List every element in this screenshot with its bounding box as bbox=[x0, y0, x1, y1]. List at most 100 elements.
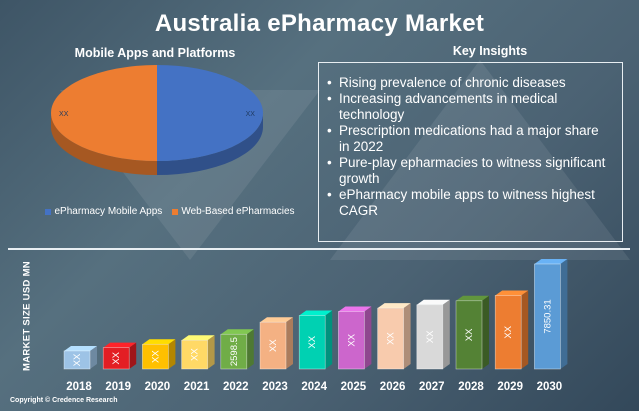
bar-data-label: XX bbox=[190, 348, 201, 361]
bar-side bbox=[560, 259, 568, 369]
bar-top bbox=[142, 339, 176, 345]
bar-front bbox=[455, 300, 483, 370]
bar-2025: XX bbox=[338, 306, 372, 370]
pie-slice bbox=[51, 65, 157, 161]
x-tick-label: 2029 bbox=[497, 381, 523, 393]
x-tick-label: 2023 bbox=[262, 381, 288, 393]
pie-slice-side bbox=[157, 113, 263, 175]
legend-item-web-based: Web-Based ePharmacies bbox=[172, 206, 295, 217]
x-tick-label: 2024 bbox=[301, 381, 327, 393]
bar-data-label: XX bbox=[72, 353, 83, 366]
bar-front bbox=[220, 333, 248, 370]
bar-front bbox=[142, 343, 169, 370]
bar-side bbox=[90, 345, 97, 369]
x-tick-label: 2019 bbox=[105, 381, 131, 393]
pie-data-label: XX bbox=[59, 111, 69, 118]
bar-front bbox=[102, 347, 130, 370]
x-tick-label: 2021 bbox=[184, 381, 210, 393]
bar-top bbox=[495, 290, 529, 296]
bar-data-label: XX bbox=[111, 351, 122, 364]
bar-data-label: XX bbox=[464, 328, 475, 341]
bar-2028: XX bbox=[455, 295, 489, 370]
bar-top bbox=[299, 310, 333, 316]
bar-front bbox=[534, 263, 561, 370]
bar-2024: XX bbox=[298, 310, 333, 370]
bar-side bbox=[482, 295, 489, 369]
x-tick-label: 2027 bbox=[419, 381, 445, 393]
pie-data-label: XX bbox=[246, 111, 256, 118]
bar-top bbox=[64, 345, 97, 351]
x-tick-label: 2022 bbox=[223, 381, 249, 393]
bar-2030: 7850.31 bbox=[534, 259, 568, 370]
pie-legend: ePharmacy Mobile Apps Web-Based ePharmac… bbox=[30, 206, 310, 217]
page-title: Australia ePharmacy Market bbox=[154, 10, 485, 37]
insight-item: Rising prevalence of chronic diseases bbox=[327, 75, 612, 91]
bar-side bbox=[325, 310, 333, 369]
bar-front bbox=[416, 304, 444, 370]
bar-2020: XX bbox=[142, 339, 176, 370]
bar-front bbox=[181, 339, 208, 370]
bar-data-label: XX bbox=[503, 325, 514, 338]
bar-front bbox=[259, 321, 287, 370]
bar-data-label: XX bbox=[386, 332, 397, 345]
pie-slice-side bbox=[51, 113, 157, 175]
bar-side bbox=[521, 290, 529, 369]
insights-list: Rising prevalence of chronic diseases In… bbox=[319, 63, 622, 219]
bar-top bbox=[220, 329, 254, 335]
bar-side bbox=[364, 306, 372, 369]
bar-top bbox=[260, 317, 293, 323]
insight-item: Increasing advancements in medical techn… bbox=[327, 91, 612, 123]
bar-side bbox=[442, 299, 450, 369]
bar-2027: XX bbox=[416, 299, 450, 370]
legend-swatch-icon bbox=[172, 208, 179, 215]
bar-top bbox=[103, 342, 137, 348]
legend-label: ePharmacy Mobile Apps bbox=[54, 206, 163, 217]
insights-title: Key Insights bbox=[452, 44, 528, 58]
bar-2018: XX bbox=[63, 345, 97, 370]
insight-item: Prescription medications had a major sha… bbox=[327, 123, 612, 155]
bar-data-label: XX bbox=[425, 330, 436, 343]
bar-top bbox=[338, 306, 372, 312]
bar-data-label: 2598.5 bbox=[229, 337, 240, 366]
x-tick-label: 2025 bbox=[341, 381, 367, 393]
legend-label: Web-Based ePharmacies bbox=[181, 206, 295, 217]
x-tick-label: 2020 bbox=[145, 381, 171, 393]
bar-data-label: XX bbox=[268, 339, 279, 352]
legend-swatch-icon bbox=[45, 208, 52, 215]
insights-box: Rising prevalence of chronic diseases In… bbox=[318, 62, 623, 242]
bar-2029: XX bbox=[494, 290, 529, 370]
x-tick-label: 2030 bbox=[537, 381, 563, 393]
bar-side bbox=[207, 335, 215, 369]
bar-side bbox=[129, 342, 137, 369]
bar-side bbox=[168, 339, 176, 369]
bar-data-label: 7850.31 bbox=[542, 299, 553, 333]
bar-data-label: XX bbox=[307, 335, 318, 348]
bar-data-label: XX bbox=[346, 333, 357, 346]
legend-item-mobile-apps: ePharmacy Mobile Apps bbox=[45, 206, 162, 217]
bar-front bbox=[338, 311, 365, 370]
pie-chart-title: Mobile Apps and Platforms bbox=[74, 46, 236, 60]
bar-top bbox=[456, 295, 489, 301]
x-tick-label: 2028 bbox=[458, 381, 484, 393]
bar-2021: XX bbox=[181, 335, 215, 370]
bar-top bbox=[534, 259, 568, 265]
insight-item: Pure-play epharmacies to witness signifi… bbox=[327, 155, 612, 187]
bar-2019: XX bbox=[102, 342, 137, 370]
bar-2022: 2598.5 bbox=[220, 329, 254, 370]
insight-item: ePharmacy mobile apps to witness highest… bbox=[327, 187, 612, 219]
copyright-text: Copyright © Credence Research bbox=[10, 397, 118, 404]
section-divider bbox=[8, 248, 630, 250]
bar-front bbox=[63, 350, 91, 370]
x-tick-label: 2018 bbox=[66, 381, 92, 393]
bar-2026: XX bbox=[377, 303, 411, 370]
bar-side bbox=[286, 317, 293, 369]
bar-side bbox=[403, 303, 411, 369]
bar-top bbox=[416, 299, 450, 305]
x-tick-label: 2026 bbox=[380, 381, 406, 393]
bar-side bbox=[246, 329, 254, 369]
bar-front bbox=[298, 315, 326, 370]
bar-front bbox=[377, 307, 404, 370]
